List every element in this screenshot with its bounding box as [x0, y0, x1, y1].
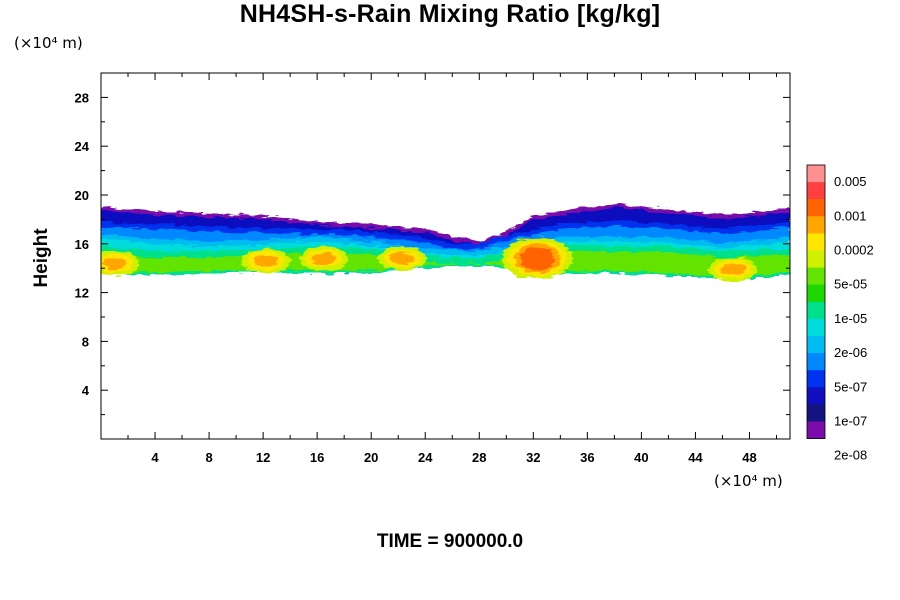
colorbar-swatch	[807, 336, 825, 354]
chart-title: NH4SH-s-Rain Mixing Ratio [kg/kg]	[239, 0, 661, 28]
x-tick-label: 24	[418, 450, 433, 465]
colorbar-swatch	[807, 165, 825, 183]
y-tick-label: 4	[82, 383, 90, 398]
hotspot-3-level-2	[390, 252, 415, 265]
y-tick-label: 28	[75, 90, 89, 105]
x-tick-label: 12	[256, 450, 270, 465]
colorbar-swatch	[807, 284, 825, 303]
x-tick-label: 32	[526, 450, 540, 465]
colorbar-swatch	[807, 421, 825, 439]
mixing-ratio-field	[101, 203, 790, 282]
x-tick-label: 40	[634, 450, 648, 465]
y-unit-label: (×10⁴ m)	[14, 34, 83, 52]
plot-frame	[100, 72, 791, 440]
y-tick-label: 24	[75, 139, 90, 154]
y-tick-label: 8	[82, 334, 89, 349]
colorbar-label: 1e-05	[834, 311, 867, 326]
colorbar-label: 5e-05	[834, 277, 867, 292]
y-tick-label: 16	[75, 237, 89, 252]
colorbar-label: 2e-06	[834, 345, 867, 360]
colorbar-label: 1e-07	[834, 414, 867, 429]
hotspot-0-level-2	[102, 257, 127, 270]
colorbar-swatch	[807, 387, 825, 405]
x-tick-label: 36	[580, 450, 594, 465]
y-tick-label: 12	[75, 286, 89, 301]
hotspot-1-level-2	[253, 254, 278, 267]
y-axis: 4 8 12 16 20 24 28	[75, 90, 790, 416]
colorbar-swatch	[807, 233, 825, 251]
x-tick-label: 8	[205, 450, 212, 465]
colorbar-swatch	[807, 370, 825, 388]
colorbar-swatch	[807, 250, 825, 268]
colorbar-swatch	[807, 301, 825, 320]
colorbar-label: 2e-08	[834, 448, 867, 463]
hotspot-5-level-2	[721, 263, 746, 276]
colorbar-swatch	[807, 318, 825, 337]
colorbar-swatch	[807, 199, 825, 217]
hotspot-2-level-2	[311, 252, 337, 265]
colorbar-frame	[806, 164, 826, 440]
colorbar-label: 0.001	[834, 208, 867, 223]
hotspot-4-level-3	[520, 246, 555, 271]
x-tick-label: 20	[364, 450, 378, 465]
colorbar-swatch	[807, 182, 825, 200]
x-tick-label: 16	[310, 450, 324, 465]
y-tick-label: 20	[75, 188, 89, 203]
colorbar-swatch	[807, 404, 825, 422]
x-tick-label: 4	[151, 450, 159, 465]
contour-layers	[101, 203, 790, 282]
x-tick-label: 44	[688, 450, 703, 465]
x-tick-label: 48	[742, 450, 756, 465]
x-axis: 4 8 12 16 20 24 28 32 36 40 44 48	[127, 73, 777, 465]
colorbar-label: 5e-07	[834, 379, 867, 394]
x-unit-label: (×10⁴ m)	[714, 472, 783, 490]
time-footer: TIME = 900000.0	[376, 531, 524, 552]
colorbar-swatch	[807, 267, 825, 286]
x-tick-label: 28	[472, 450, 486, 465]
colorbar-label: 0.0002	[834, 243, 874, 258]
colorbar-label: 0.005	[834, 174, 867, 189]
colorbar-swatch	[807, 353, 825, 371]
colorbar: 0.005 0.001 0.0002 5e-05 1e-05 2e-06 5e-07 1e-0…	[806, 164, 874, 463]
colorbar-swatch	[807, 216, 825, 234]
